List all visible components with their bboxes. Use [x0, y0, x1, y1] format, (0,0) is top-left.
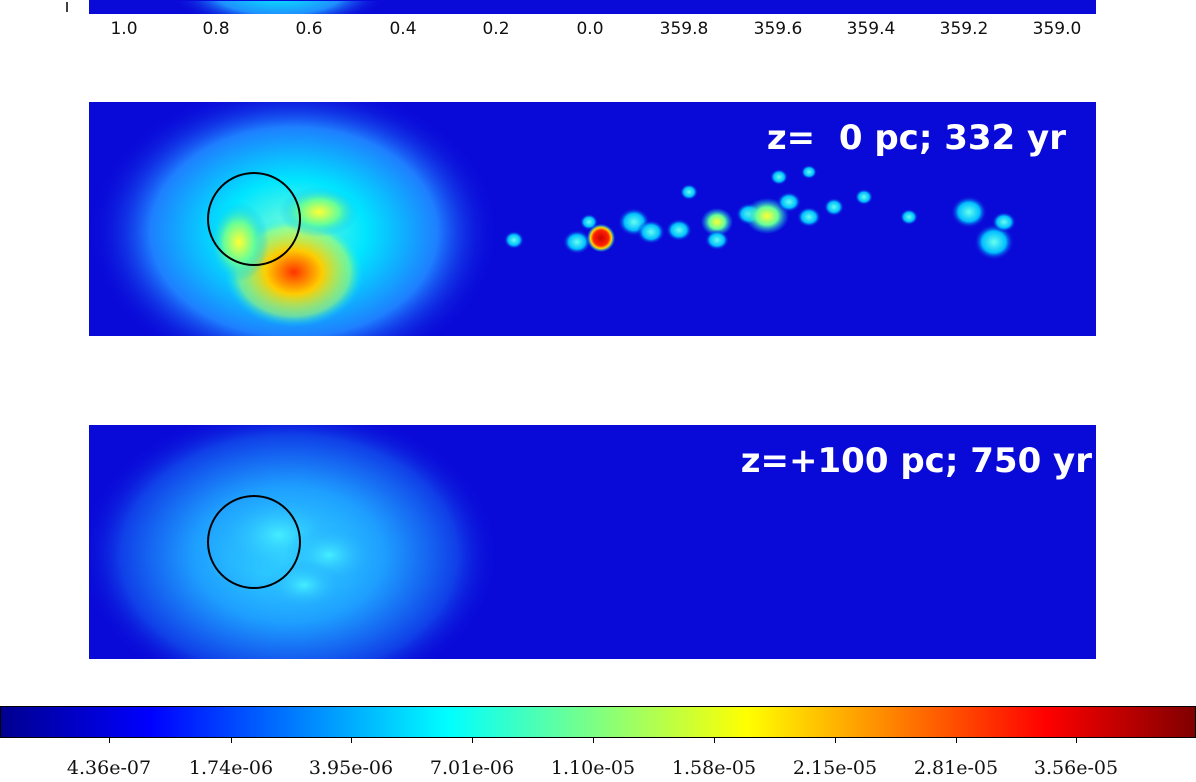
y-axis-label-fragment — [66, 2, 68, 12]
x-tick-label: 0.0 — [576, 19, 604, 39]
colorbar-tick — [714, 737, 715, 743]
previous-panel-heatmap — [171, 0, 387, 14]
x-tick-label: 0.6 — [295, 19, 323, 39]
x-tick-label: 1.0 — [110, 19, 138, 39]
x-tick-label: 359.6 — [753, 19, 803, 39]
bright-source — [587, 224, 615, 252]
colorbar — [0, 706, 1196, 738]
panel-label: z= 0 pc; 332 yr — [766, 118, 1066, 158]
reference-circle — [207, 495, 301, 589]
previous-panel-strip — [89, 0, 1096, 14]
x-tick-label: 0.8 — [202, 19, 230, 39]
colorbar-tick-label: 1.58e-05 — [671, 757, 757, 779]
colorbar-tick-label: 1.74e-06 — [188, 757, 274, 779]
colorbar-tick — [835, 737, 836, 743]
panel-label: z=+100 pc; 750 yr — [740, 441, 1092, 481]
colorbar-tick — [956, 737, 957, 743]
colorbar-tick-label: 2.81e-05 — [913, 757, 999, 779]
colorbar-tick-label: 3.56e-05 — [1033, 757, 1119, 779]
colorbar-tick — [593, 737, 594, 743]
colorbar-tick — [231, 737, 232, 743]
colorbar-tick-label: 4.36e-07 — [66, 757, 152, 779]
x-tick-label: 359.2 — [939, 19, 989, 39]
colorbar-tick — [1076, 737, 1077, 743]
colorbar-tick — [472, 737, 473, 743]
heatmap-image — [89, 425, 499, 659]
heatmap-panel-z0: z= 0 pc; 332 yr — [89, 102, 1096, 336]
x-tick-label: 359.8 — [659, 19, 709, 39]
x-axis: 1.0 0.8 0.6 0.4 0.2 0.0 359.8 359.6 359.… — [0, 14, 1196, 50]
emission-clumps — [504, 165, 1016, 260]
x-tick-label: 359.4 — [846, 19, 896, 39]
colorbar-tick — [109, 737, 110, 743]
colorbar-tick-label: 3.95e-06 — [308, 757, 394, 779]
colorbar-tick — [351, 737, 352, 743]
reference-circle — [207, 172, 301, 266]
x-tick-label: 0.2 — [482, 19, 510, 39]
colorbar-tick-label: 1.10e-05 — [550, 757, 636, 779]
heatmap-image — [89, 102, 1016, 336]
x-tick-label: 359.0 — [1032, 19, 1082, 39]
colorbar-tick-label: 7.01e-06 — [429, 757, 515, 779]
heatmap-panel-z100: z=+100 pc; 750 yr — [89, 425, 1096, 659]
x-tick-label: 0.4 — [389, 19, 417, 39]
colorbar-tick-label: 2.15e-05 — [792, 757, 878, 779]
